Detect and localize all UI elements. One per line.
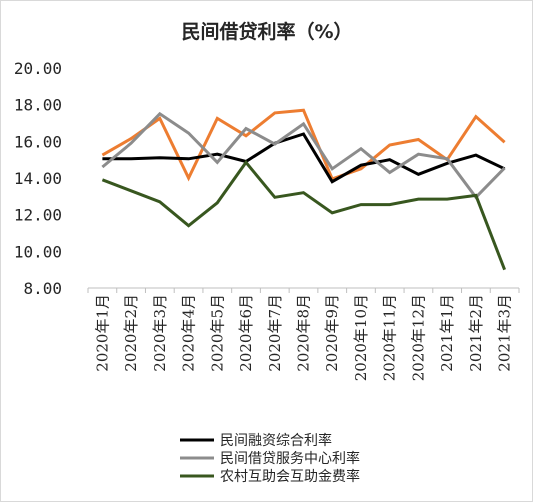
y-tick-label: 14.00: [14, 169, 62, 188]
series-line-4: [101, 108, 506, 182]
x-tick-label: 2020年10月: [352, 294, 370, 381]
y-tick-label: 20.00: [14, 59, 62, 78]
series-line-3: [101, 159, 506, 271]
x-tick-label: 2020年1月: [93, 294, 111, 372]
y-tick-label: 12.00: [14, 206, 62, 225]
y-tick-label: 16.00: [14, 132, 62, 151]
x-tick-label: 2020年3月: [151, 294, 169, 372]
chart-title: 民间借贷利率（%）: [181, 20, 352, 43]
x-tick-label: 2020年5月: [208, 294, 226, 372]
y-tick-label: 8.00: [23, 279, 62, 298]
y-tick-label: 18.00: [14, 96, 62, 115]
y-tick-label: 10.00: [14, 242, 62, 261]
x-tick-label: 2020年2月: [122, 294, 140, 372]
x-tick-label: 2021年3月: [496, 294, 514, 372]
x-axis: 2020年1月 2020年2月 2020年3月 2020年4月 2020年5月 2020年…: [87, 288, 520, 381]
x-tick-label: 2021年2月: [467, 294, 485, 372]
series-line-2: [101, 111, 506, 200]
x-tick-label: 2020年9月: [323, 294, 341, 372]
x-tick-label: 2021年1月: [438, 294, 456, 372]
series-line-1: [102, 132, 506, 184]
legend-label: 农村互助会互助金费率: [220, 468, 360, 485]
x-tick-label: 2020年11月: [381, 294, 399, 381]
x-tick-label: 2020年6月: [237, 294, 255, 372]
x-tick-label: 2020年4月: [180, 294, 198, 372]
legend-label: 民间融资综合利率: [220, 432, 332, 449]
x-tick-label: 2020年8月: [295, 294, 313, 372]
y-axis-ticks: 8.00 10.00 12.00 14.00 16.00 18.00 20.00: [14, 59, 62, 298]
series-layer: [101, 108, 506, 271]
x-tick-label: 2020年7月: [266, 294, 284, 372]
legend-label: 民间借贷服务中心利率: [220, 450, 360, 467]
x-tick-label: 2020年12月: [409, 294, 427, 381]
